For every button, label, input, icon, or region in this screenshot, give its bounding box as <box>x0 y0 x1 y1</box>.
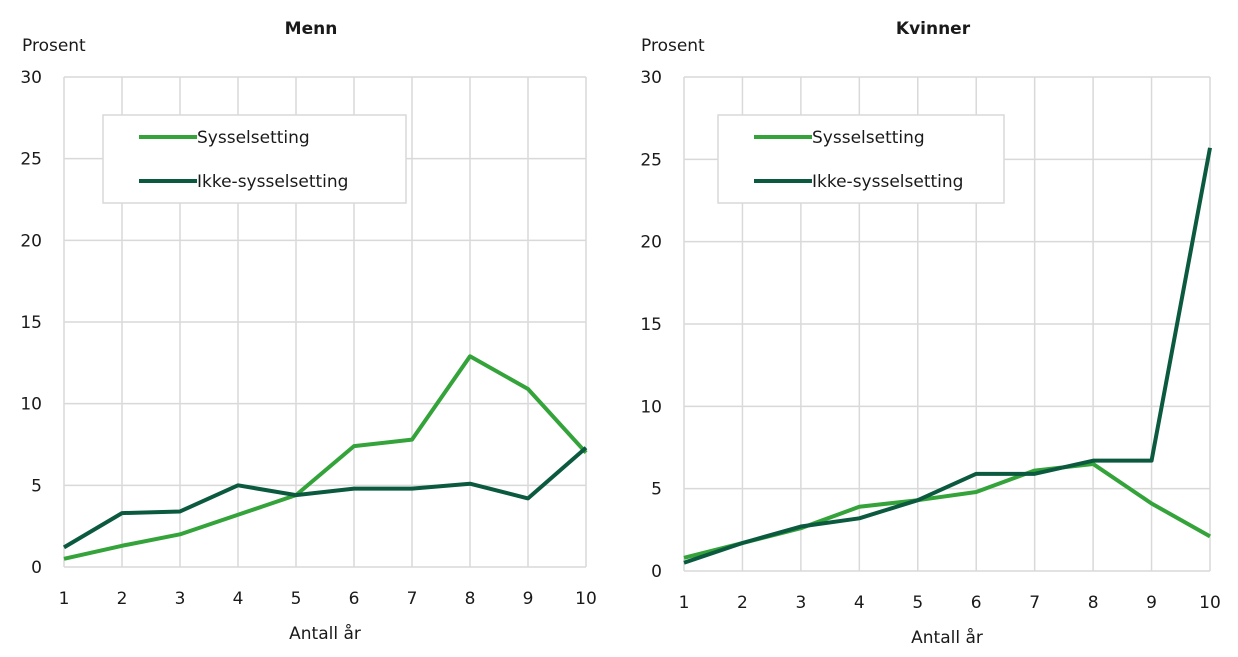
y-tick-label: 0 <box>651 562 662 582</box>
series-line-sysselsetting <box>684 464 1210 558</box>
x-tick-label: 2 <box>117 589 128 609</box>
x-axis-label: Antall år <box>911 627 983 648</box>
chart-title: Kvinner <box>896 19 971 39</box>
y-tick-label: 15 <box>640 315 662 335</box>
x-tick-label: 4 <box>233 589 244 609</box>
legend: Sysselsetting Ikke-sysselsetting <box>718 115 1004 203</box>
series-line-ikke-sysselsetting <box>684 148 1210 563</box>
y-tick-label: 25 <box>640 150 662 170</box>
series-line-sysselsetting <box>64 356 586 559</box>
x-tick-label: 5 <box>912 593 923 613</box>
y-tick-label: 0 <box>31 558 42 578</box>
chart-kvinner-svg: Sysselsetting Ikke-sysselsetting Kvinner P… <box>619 0 1238 653</box>
x-tick-label: 1 <box>59 589 70 609</box>
series-layer <box>64 356 586 559</box>
x-tick-label: 1 <box>679 593 690 613</box>
x-axis-label: Antall år <box>289 623 361 644</box>
y-tick-label: 30 <box>640 68 662 88</box>
y-tick-label: 15 <box>20 313 42 333</box>
y-tick-label: 10 <box>20 395 42 415</box>
x-tick-label: 7 <box>1029 593 1040 613</box>
legend-label: Ikke-sysselsetting <box>197 172 348 192</box>
y-tick-label: 10 <box>640 397 662 417</box>
legend: Sysselsetting Ikke-sysselsetting <box>103 115 406 203</box>
chart-menn-svg: Sysselsetting Ikke-sysselsetting Menn Pros… <box>0 0 619 653</box>
y-tick-label: 30 <box>20 68 42 88</box>
x-tick-label: 8 <box>1088 593 1099 613</box>
axes: Kvinner Prosent 0 5 10 15 20 25 30 1 2 3 4 5 6 7 8 9 10 Ant… <box>640 19 1220 648</box>
x-tick-label: 6 <box>349 589 360 609</box>
y-axis-label: Prosent <box>641 36 705 56</box>
legend-label: Sysselsetting <box>812 128 925 148</box>
x-tick-label: 8 <box>465 589 476 609</box>
x-tick-label: 10 <box>575 589 597 609</box>
legend-label: Sysselsetting <box>197 128 310 148</box>
x-tick-label: 3 <box>795 593 806 613</box>
x-tick-label: 4 <box>854 593 865 613</box>
x-tick-label: 2 <box>737 593 748 613</box>
chart-menn: Sysselsetting Ikke-sysselsetting Menn Pros… <box>0 0 619 653</box>
x-tick-label: 9 <box>523 589 534 609</box>
series-layer <box>684 148 1210 563</box>
legend-label: Ikke-sysselsetting <box>812 172 963 192</box>
y-tick-label: 5 <box>651 480 662 500</box>
x-tick-label: 10 <box>1199 593 1221 613</box>
chart-kvinner: Sysselsetting Ikke-sysselsetting Kvinner P… <box>619 0 1238 653</box>
y-tick-label: 25 <box>20 150 42 170</box>
series-line-ikke-sysselsetting <box>64 448 586 548</box>
y-tick-label: 20 <box>20 231 42 251</box>
x-tick-label: 9 <box>1146 593 1157 613</box>
x-tick-label: 6 <box>971 593 982 613</box>
y-axis-label: Prosent <box>22 36 86 56</box>
chart-title: Menn <box>285 19 338 39</box>
x-tick-label: 3 <box>175 589 186 609</box>
x-tick-label: 7 <box>407 589 418 609</box>
y-tick-label: 20 <box>640 233 662 253</box>
y-tick-label: 5 <box>31 476 42 496</box>
x-tick-label: 5 <box>291 589 302 609</box>
